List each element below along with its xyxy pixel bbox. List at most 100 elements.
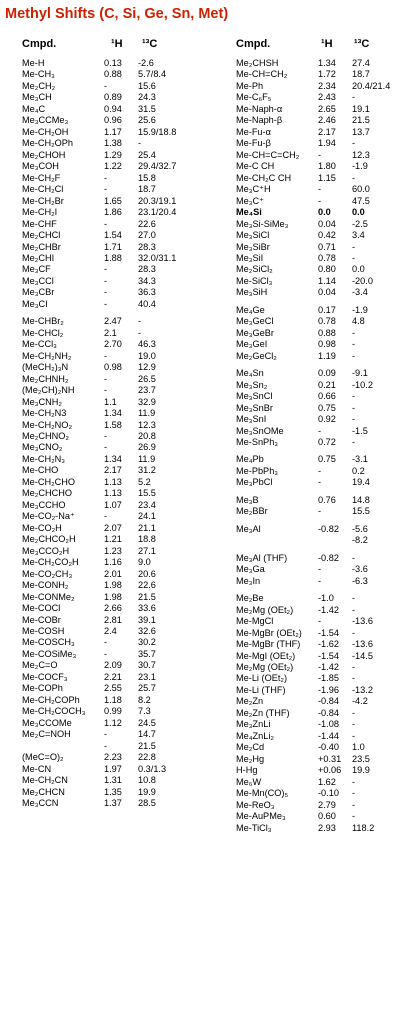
c-shift-cell: 22.6 — [138, 580, 156, 591]
table-row: Me-CH₂OH 1.17 15.9/18.8 — [22, 127, 207, 138]
h-shift-cell: -0.84 — [318, 707, 339, 718]
table-row: Me-CO₂H 2.07 21.1 — [22, 523, 207, 534]
h-shift-cell: - — [318, 616, 322, 627]
c-shift-cell: -1.5 — [352, 425, 368, 436]
compound-cell: Me-CH=C=CH₂ — [236, 149, 300, 160]
h-shift-cell: 0.21 — [318, 379, 336, 390]
table-row: Me₂CHCl 1.54 27.0 — [22, 230, 207, 241]
compound-cell: Me₆W — [236, 776, 262, 787]
compound-cell: Me-Fu-β — [236, 138, 271, 149]
c-shift-cell: - — [352, 552, 356, 563]
c-shift-cell: 20.3/19.1 — [138, 195, 177, 206]
compound-cell: Me-CO₂H — [22, 522, 62, 533]
c-shift-cell: - — [138, 138, 142, 149]
compound-cell: Me-CH₂COCH₃ — [22, 706, 86, 717]
table-row: Me-CH₂CN 1.31 10.8 — [22, 775, 207, 786]
table-row: Me₄Si 0.0 0.0 — [236, 207, 406, 218]
h-shift-cell: 2.46 — [318, 115, 336, 126]
h-shift-cell: 2.43 — [318, 92, 336, 103]
c-shift-cell: 14.8 — [352, 494, 370, 505]
c-shift-cell: 10.8 — [138, 775, 156, 786]
table-row: Me-CH₂CHO 1.13 5.2 — [22, 477, 207, 488]
table-row: Me₂Mg (OEt₂) -1.42 - — [236, 662, 406, 673]
table-row: Me-CHBr₂ 2.47 - — [22, 316, 207, 327]
h-shift-cell: 0.76 — [318, 494, 336, 505]
h-shift-cell: -1.42 — [318, 661, 339, 672]
table-row: Me-CH₂COPh 1.18 8.2 — [22, 695, 207, 706]
h-shift-cell: - — [318, 425, 322, 436]
compound-cell: Me-CH₂F — [22, 172, 61, 183]
header-13c: ¹³C — [354, 38, 370, 50]
c-shift-cell: -2.5 — [352, 218, 368, 229]
c-shift-cell: 23.4 — [138, 499, 156, 510]
c-shift-cell: 28.5 — [138, 798, 156, 808]
h-shift-cell: 0.0 — [318, 207, 331, 218]
h-shift-cell: - — [104, 80, 108, 91]
table-row: Me₃C⁺ - 47.5 — [236, 196, 406, 207]
compound-cell: Me₂CH₂ — [22, 80, 56, 91]
table-row: Me₂CHNO₂ - 20.8 — [22, 431, 207, 442]
c-shift-cell: 0.0 — [352, 207, 365, 218]
table-row: Me₃CI - 40.4 — [22, 299, 207, 310]
compound-cell: Me-CH₂Cl — [22, 184, 64, 195]
h-shift-cell: 0.99 — [104, 706, 122, 717]
compound-cell: Me₄Pb — [236, 454, 264, 465]
c-shift-cell: -13.6 — [352, 639, 373, 650]
table-row: Me₂BBr - 15.5 — [236, 506, 406, 517]
compound-cell: Me₃CCMe₃ — [22, 115, 69, 126]
table-row: Me₃CBr - 36.3 — [22, 287, 207, 298]
compound-cell: Me-CH₂N3 — [22, 408, 67, 419]
h-shift-cell: 2.01 — [104, 568, 122, 579]
table-row: Me-CH₂C CH 1.15 - — [236, 173, 406, 184]
compound-cell: Me-CHO — [22, 465, 59, 476]
table-row: Me₂C=NOH - 14.7 — [22, 729, 207, 740]
compound-cell: Me-CHF — [22, 218, 57, 229]
compound-cell: Me-CHBr₂ — [22, 316, 64, 327]
compound-cell: Me-CH=CH₂ — [236, 69, 288, 80]
compound-cell: Me-CO₂-Na⁺ — [22, 511, 75, 522]
compound-cell: Me₃SnBr — [236, 402, 273, 413]
table-row: Me₂Hg +0.31 23.5 — [236, 754, 406, 765]
compound-cell: (Me₂CH)₂NH — [22, 385, 75, 396]
compound-cell: Me₃Al — [236, 523, 261, 534]
h-shift-cell: - — [104, 172, 108, 183]
table-row: Me₃GeCl 0.78 4.8 — [236, 316, 406, 327]
compound-cell: Me-CH₂COPh — [22, 694, 80, 705]
table-row: - 21.5 — [22, 741, 207, 752]
compound-cell: Me₃CF — [22, 264, 51, 275]
compound-cell: Me-CH₂NH₂ — [22, 350, 72, 361]
h-shift-cell: 0.96 — [104, 115, 122, 126]
right-header-row: Cmpd. ¹H ¹³C — [236, 38, 406, 58]
table-row: Me-MgCl - -13.6 — [236, 616, 406, 627]
table-row: Me-CN 1.97 0.3/1.3 — [22, 764, 207, 775]
h-shift-cell: 1.17 — [104, 126, 122, 137]
h-shift-cell: - — [104, 648, 108, 659]
c-shift-cell: 31.2 — [138, 465, 156, 476]
c-shift-cell: -2.6 — [138, 58, 154, 68]
compound-cell: Me₃Al (THF) — [236, 552, 288, 563]
c-shift-cell: 26.9 — [138, 442, 156, 453]
c-shift-cell: 24.5 — [138, 717, 156, 728]
c-shift-cell: 19.1 — [352, 103, 370, 114]
table-row: Me₂C=O 2.09 30.7 — [22, 660, 207, 671]
table-row: Me₂Cd -0.40 1.0 — [236, 742, 406, 753]
h-shift-cell: 2.17 — [318, 126, 336, 137]
c-shift-cell: -8.2 — [352, 535, 368, 546]
header-1h: ¹H — [111, 38, 123, 50]
h-shift-cell: 2.66 — [104, 603, 122, 614]
c-shift-cell: - — [352, 593, 356, 604]
h-shift-cell: 1.13 — [104, 476, 122, 487]
table-row: Me₃SiCl 0.42 3.4 — [236, 230, 406, 241]
h-shift-cell: -1.85 — [318, 673, 339, 684]
h-shift-cell: 2.34 — [318, 80, 336, 91]
table-row: Me-COCF₃ 2.21 23.1 — [22, 672, 207, 683]
h-shift-cell: -0.82 — [318, 523, 339, 534]
c-shift-cell: -13.6 — [352, 616, 373, 627]
c-shift-cell: - — [352, 799, 356, 810]
c-shift-cell: 8.2 — [138, 694, 151, 705]
compound-cell: Me₃CCN — [22, 798, 59, 808]
c-shift-cell: 18.7 — [352, 69, 370, 80]
h-shift-cell: 1.72 — [318, 69, 336, 80]
table-row: Me₃GeI 0.98 - — [236, 339, 406, 350]
compound-cell: Me₂Mg (OEt₂) — [236, 661, 294, 672]
